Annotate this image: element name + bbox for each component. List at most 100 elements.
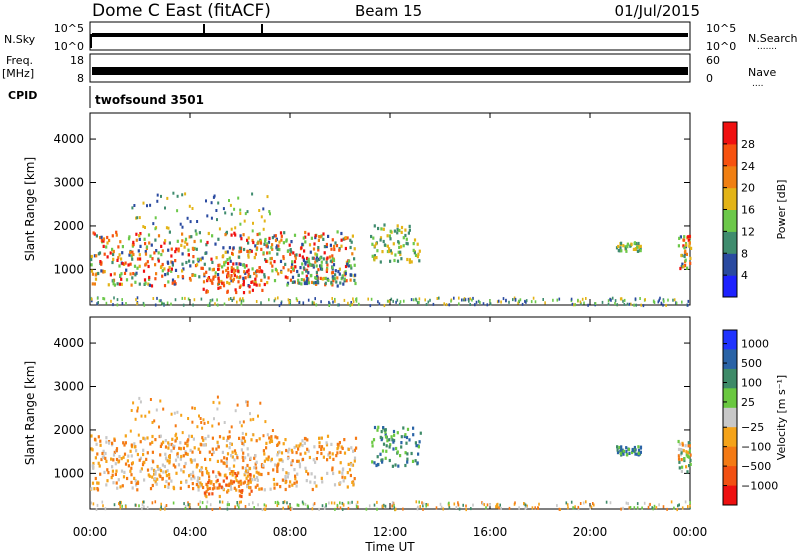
echo-mark: [119, 273, 122, 277]
echo-mark: [230, 266, 233, 270]
ground-scatter-mark: [367, 297, 369, 301]
echo-mark: [100, 239, 103, 243]
echo-mark: [185, 451, 188, 456]
ground-scatter-mark: [422, 507, 424, 511]
echo-mark: [95, 442, 98, 446]
echo-mark: [127, 464, 130, 468]
echo-mark: [228, 482, 231, 486]
ground-scatter-mark: [104, 507, 107, 511]
echo-mark: [290, 240, 293, 244]
echo-mark: [251, 267, 254, 271]
colorbar-tick-label: 8: [741, 247, 748, 260]
echo-mark: [189, 448, 192, 452]
echo-mark: [240, 494, 243, 499]
echo-mark: [351, 234, 354, 238]
echo-mark: [226, 483, 229, 487]
ground-scatter-mark: [474, 303, 476, 307]
echo-mark: [227, 270, 230, 274]
echo-mark: [406, 242, 409, 246]
echo-mark: [191, 406, 194, 410]
echo-mark: [149, 203, 152, 207]
ground-scatter-mark: [556, 504, 558, 508]
ground-scatter-mark: [341, 501, 344, 505]
echo-mark: [216, 486, 219, 490]
echo-mark: [170, 412, 173, 416]
echo-mark: [246, 270, 249, 274]
echo-mark: [248, 285, 251, 289]
echo-mark: [353, 448, 356, 452]
echo-mark: [373, 425, 377, 430]
echo-mark: [125, 268, 128, 272]
echo-mark: [146, 436, 149, 440]
echo-mark: [322, 455, 325, 459]
echo-mark: [688, 444, 691, 448]
echo-mark: [306, 447, 309, 451]
echo-mark: [284, 480, 287, 485]
echo-mark: [145, 262, 148, 266]
echo-mark: [211, 452, 214, 457]
echo-mark: [233, 207, 236, 211]
echo-mark: [315, 484, 318, 488]
echo-mark: [185, 260, 188, 265]
ground-scatter-mark: [96, 503, 99, 507]
echo-mark: [286, 281, 290, 285]
echo-mark: [276, 247, 279, 251]
echo-mark: [195, 232, 198, 236]
ground-scatter-mark: [261, 508, 264, 512]
echo-mark: [382, 426, 385, 430]
ground-scatter-mark: [260, 301, 262, 305]
ground-scatter-mark: [651, 506, 653, 510]
echo-mark: [338, 272, 341, 276]
echo-mark: [222, 246, 225, 250]
echo-mark: [217, 201, 220, 205]
echo-mark: [229, 259, 232, 263]
echo-mark: [130, 443, 133, 447]
echo-mark: [264, 237, 267, 242]
echo-mark: [129, 469, 132, 473]
ground-scatter-mark: [635, 303, 637, 307]
ground-scatter-mark: [482, 302, 485, 306]
echo-mark: [191, 470, 195, 474]
echo-mark: [250, 438, 253, 442]
ground-scatter-mark: [116, 298, 119, 302]
echo-mark: [293, 260, 297, 264]
echo-mark: [353, 257, 356, 261]
ground-scatter-mark: [192, 303, 194, 307]
echo-mark: [123, 470, 126, 474]
echo-mark: [260, 487, 263, 491]
echo-mark: [272, 477, 275, 482]
echo-mark: [140, 414, 143, 418]
echo-mark: [191, 482, 194, 486]
echo-mark: [384, 433, 387, 437]
echo-mark: [234, 409, 237, 413]
echo-mark: [184, 237, 188, 241]
echo-mark: [243, 265, 246, 269]
echo-mark: [235, 275, 238, 279]
echo-mark: [239, 212, 242, 215]
echo-mark: [392, 429, 396, 434]
echo-mark: [170, 254, 173, 258]
echo-mark: [327, 453, 330, 457]
echo-mark: [202, 485, 205, 490]
echo-mark: [205, 495, 208, 499]
echo-mark: [398, 245, 401, 249]
echo-mark: [141, 463, 145, 467]
echo-mark: [181, 252, 184, 256]
echo-mark: [171, 281, 174, 285]
echo-mark: [133, 476, 136, 480]
echo-mark: [270, 439, 274, 443]
ground-scatter-mark: [96, 296, 99, 300]
echo-mark: [100, 269, 103, 273]
echo-mark: [144, 414, 147, 418]
echo-mark: [268, 440, 271, 444]
echo-mark: [135, 232, 138, 236]
echo-mark: [161, 463, 164, 467]
colorbar-tick-label: 24: [741, 160, 755, 173]
echo-mark: [112, 282, 115, 286]
echo-mark: [120, 469, 124, 473]
echo-mark: [142, 201, 145, 205]
ground-scatter-mark: [116, 303, 119, 307]
echo-mark: [121, 262, 124, 266]
echo-mark: [311, 487, 314, 492]
ground-scatter-mark: [395, 300, 397, 304]
